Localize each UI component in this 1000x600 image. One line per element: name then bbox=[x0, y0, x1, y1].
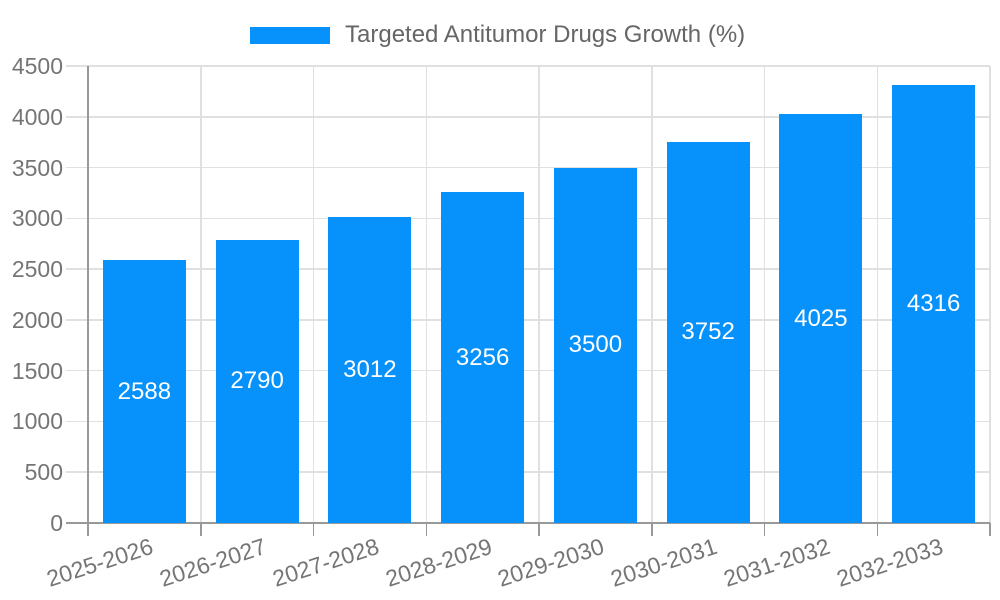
bar: 2588 bbox=[102, 260, 186, 523]
bar-value-label: 2790 bbox=[230, 367, 284, 395]
x-axis-tick-label: 2030-2031 bbox=[607, 533, 721, 592]
y-axis-tick bbox=[66, 319, 88, 321]
gridline-vertical bbox=[538, 66, 540, 523]
y-axis-tick-label: 4500 bbox=[11, 53, 63, 79]
y-axis-tick bbox=[66, 217, 88, 220]
y-axis-line bbox=[87, 66, 89, 523]
y-axis-tick-label: 3500 bbox=[11, 154, 63, 181]
bar: 2790 bbox=[215, 239, 299, 523]
bar-value-label: 4025 bbox=[794, 304, 848, 332]
y-axis-tick bbox=[66, 471, 88, 473]
x-axis-tick bbox=[200, 523, 202, 536]
x-axis-tick-label: 2027-2028 bbox=[269, 533, 382, 592]
y-axis-tick-label: 4000 bbox=[11, 103, 63, 130]
x-axis-line bbox=[66, 522, 990, 524]
bar-value-label: 3256 bbox=[455, 343, 510, 371]
x-axis-tick-label: 2025-2026 bbox=[43, 533, 157, 592]
chart-legend[interactable]: Targeted Antitumor Drugs Growth (%) bbox=[250, 18, 745, 52]
y-axis-tick-label: 500 bbox=[24, 459, 63, 486]
gridline-vertical bbox=[651, 66, 653, 523]
x-axis-tick-label: 2028-2029 bbox=[382, 533, 495, 592]
x-axis-tick bbox=[989, 523, 991, 536]
gridline-vertical bbox=[876, 66, 878, 523]
x-axis-tick bbox=[763, 523, 766, 536]
x-axis-tick bbox=[312, 523, 315, 536]
gridline-vertical bbox=[425, 66, 427, 523]
y-axis-tick bbox=[66, 369, 88, 372]
x-axis-tick bbox=[876, 523, 878, 536]
bar: 4316 bbox=[892, 84, 976, 523]
bar-value-label: 3500 bbox=[568, 331, 623, 359]
y-axis-tick bbox=[66, 268, 88, 270]
y-axis-tick-label: 0 bbox=[50, 510, 63, 536]
x-axis-tick bbox=[425, 523, 427, 536]
y-axis-tick-label: 3000 bbox=[11, 205, 63, 232]
gridline-vertical bbox=[200, 66, 202, 523]
legend-label: Targeted Antitumor Drugs Growth (%) bbox=[345, 21, 746, 48]
bar: 3012 bbox=[328, 217, 412, 523]
legend-swatch bbox=[250, 26, 330, 44]
x-axis-tick-label: 2031-2032 bbox=[720, 533, 833, 592]
y-axis-tick-label: 1500 bbox=[11, 357, 63, 384]
gridline-vertical bbox=[763, 66, 766, 523]
bar-value-label: 3752 bbox=[681, 318, 735, 346]
gridline-vertical bbox=[312, 66, 315, 523]
y-axis-tick-label: 2000 bbox=[11, 306, 63, 333]
bar-value-label: 3012 bbox=[343, 356, 397, 384]
y-axis-tick bbox=[66, 116, 88, 118]
bar-value-label: 2588 bbox=[117, 377, 172, 405]
bar-value-label: 4316 bbox=[906, 289, 961, 317]
x-axis-tick bbox=[651, 523, 653, 536]
x-axis-tick-label: 2032-2033 bbox=[833, 533, 946, 592]
x-axis-tick bbox=[538, 523, 540, 536]
bar: 3752 bbox=[666, 141, 750, 523]
y-axis-tick-label: 2500 bbox=[11, 256, 63, 283]
bar: 3500 bbox=[553, 167, 637, 523]
bar: 4025 bbox=[779, 114, 863, 523]
x-axis-tick bbox=[87, 523, 89, 536]
y-axis-tick bbox=[66, 420, 88, 423]
y-axis-tick-label: 1000 bbox=[11, 408, 63, 435]
bar: 3256 bbox=[441, 192, 525, 523]
gridline-vertical bbox=[989, 66, 991, 523]
x-axis-tick-label: 2029-2030 bbox=[494, 533, 608, 592]
x-axis-tick-label: 2026-2027 bbox=[156, 533, 270, 592]
y-axis-tick bbox=[66, 166, 88, 169]
y-axis-tick bbox=[66, 65, 88, 67]
